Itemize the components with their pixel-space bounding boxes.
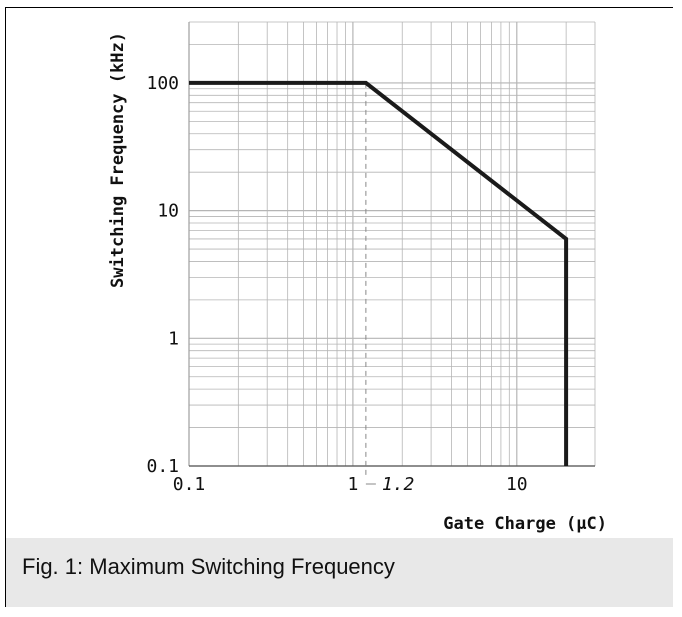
y-tick-label: 10 bbox=[157, 201, 179, 222]
x-marker-label: 1.2 bbox=[382, 474, 415, 495]
x-tick-label: 10 bbox=[506, 474, 528, 495]
x-tick-labels: 0.1 1 10 bbox=[173, 474, 528, 495]
figure-frame bbox=[5, 7, 673, 607]
y-tick-label: 0.1 bbox=[146, 456, 179, 477]
x-tick-label: 0.1 bbox=[173, 474, 206, 495]
caption-band: Fig. 1: Maximum Switching Frequency bbox=[6, 538, 673, 607]
y-tick-label: 100 bbox=[146, 73, 179, 94]
y-axis-title: Switching Frequency (kHz) bbox=[108, 32, 128, 288]
x-tick-label: 1 bbox=[347, 474, 358, 495]
y-tick-label: 1 bbox=[168, 328, 179, 349]
grid-lines bbox=[188, 21, 596, 467]
x-axis-title: Gate Charge (µC) bbox=[443, 514, 607, 534]
figure-caption: Fig. 1: Maximum Switching Frequency bbox=[22, 554, 395, 579]
series-lines bbox=[189, 80, 569, 485]
series-line bbox=[189, 80, 569, 466]
y-tick-labels: 0.1 1 10 100 bbox=[146, 73, 179, 477]
